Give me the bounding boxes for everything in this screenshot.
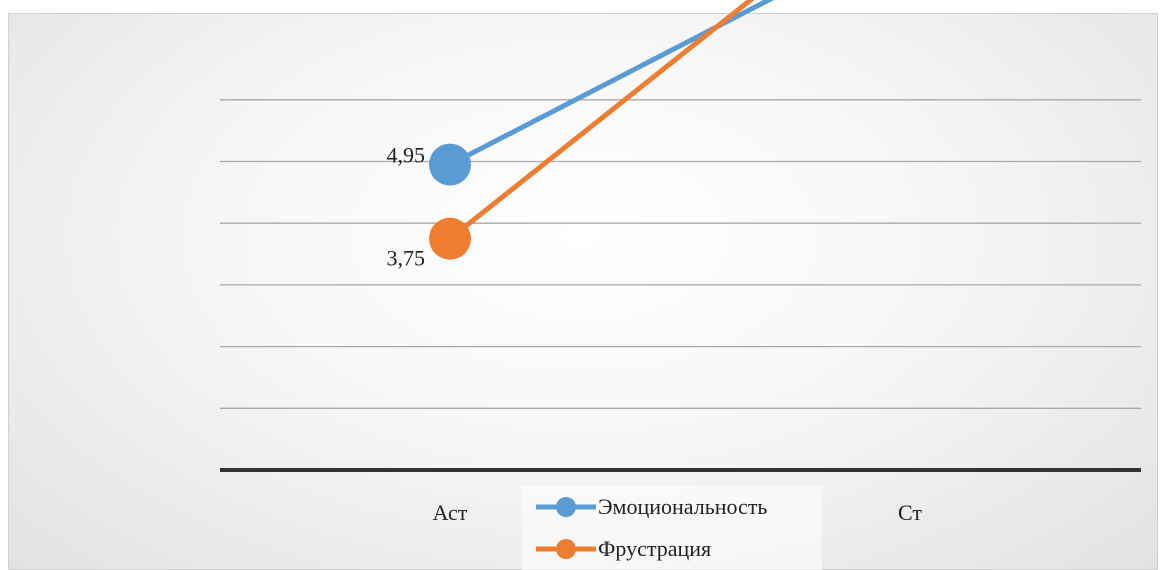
legend-marker [556,539,576,559]
legend: Эмоциональность Фрустрация [522,486,822,570]
legend-marker [556,497,576,517]
chart-area [8,13,1158,570]
x-tick-label: Аст [433,500,468,525]
gridlines [220,99,1141,409]
x-tick-label: Ст [898,500,922,525]
data-label: 3,75 [387,246,426,271]
data-labels: 4,958,83,759,67 [387,143,426,271]
series-line-2 [448,0,755,241]
legend-label: Фрустрация [598,536,711,561]
series-layer [429,0,775,260]
data-point [429,143,471,186]
x-tick-labels: Аст Ст [433,500,923,525]
data-label: 4,95 [387,143,426,168]
legend-label: Эмоциональность [598,494,767,519]
data-point [429,217,471,260]
series-line-1 [448,0,775,167]
